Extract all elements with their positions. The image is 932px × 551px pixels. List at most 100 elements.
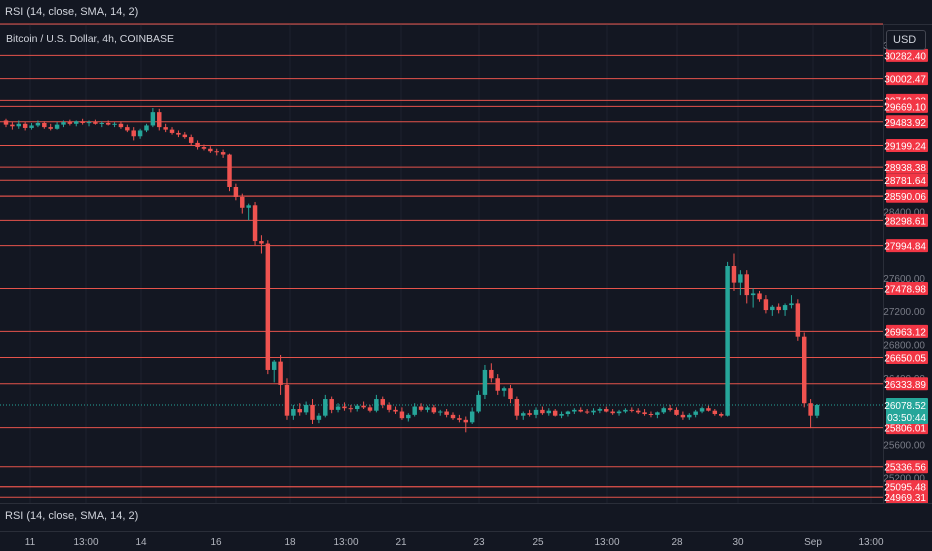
candle-body — [10, 124, 15, 127]
candle-body — [559, 414, 564, 416]
candle-body — [182, 134, 188, 138]
x-tick-label: 23 — [473, 537, 485, 548]
candle-body — [144, 125, 149, 131]
candle-body — [157, 112, 162, 128]
level-price-tag — [886, 282, 928, 296]
candle-body — [220, 152, 226, 155]
candle-body — [565, 411, 571, 415]
level-price-tag — [886, 173, 928, 187]
candle-body — [54, 124, 60, 129]
candle-body — [527, 413, 532, 415]
candle-body — [540, 409, 545, 414]
candle-body — [610, 411, 615, 414]
candle-body — [648, 414, 654, 416]
candle-body — [661, 408, 666, 413]
price-axis[interactable] — [883, 24, 932, 503]
y-tick-label: 25200.00 — [883, 474, 925, 485]
candle-body — [265, 243, 271, 370]
indicator-label-bottom[interactable]: RSI (14, close, SMA, 14, 2) — [5, 510, 139, 522]
candle-body — [176, 132, 181, 135]
candle-body — [725, 265, 730, 416]
level-price-tag — [886, 72, 928, 86]
x-tick-label: Sep — [804, 537, 822, 548]
currency-button[interactable]: USD — [886, 30, 926, 50]
level-price-tag — [886, 213, 928, 227]
candle-body — [112, 123, 117, 125]
candle-body — [616, 411, 622, 414]
candle-body — [35, 122, 41, 126]
time-axis[interactable] — [0, 531, 932, 551]
level-price-tag — [886, 350, 928, 364]
candle-body — [16, 123, 22, 127]
candle-body — [597, 409, 603, 411]
candle-body — [476, 394, 481, 412]
candle-body — [521, 413, 526, 416]
candle-body — [482, 369, 488, 395]
candle-body — [125, 127, 130, 131]
level-price-tag — [886, 480, 928, 494]
candle-body — [667, 408, 673, 410]
candle-body — [163, 127, 168, 130]
candle-body — [201, 147, 207, 149]
candle-body — [80, 121, 85, 123]
candle-body — [425, 407, 430, 410]
level-price-label: 26333.89 — [884, 380, 926, 391]
candle-body — [546, 410, 552, 414]
candle-body — [801, 336, 807, 404]
candle-body — [706, 408, 711, 411]
candle-body — [469, 411, 475, 423]
level-price-label: 29199.24 — [884, 141, 926, 152]
candle-body — [731, 265, 737, 283]
candle-body — [3, 120, 9, 125]
x-tick-label: 13:00 — [73, 537, 98, 548]
candle-body — [329, 399, 334, 410]
candle-body — [195, 142, 200, 148]
candle-body — [412, 406, 417, 415]
candle-body — [463, 419, 469, 423]
last-price-tag — [886, 397, 928, 424]
candle-body — [252, 205, 258, 242]
candle-body — [316, 415, 322, 420]
candle-body — [99, 122, 105, 124]
y-tick-label: 28400.00 — [883, 207, 925, 218]
level-price-tag — [886, 189, 928, 203]
candle-body — [137, 130, 143, 137]
candle-body — [118, 123, 124, 128]
candle-body — [42, 122, 47, 128]
x-tick-label: 30 — [732, 537, 744, 548]
candle-body — [776, 306, 781, 311]
candle-body — [323, 399, 328, 416]
level-price-label: 25336.56 — [884, 463, 926, 474]
candle-body — [291, 409, 296, 416]
candle-body — [699, 408, 705, 412]
candle-body — [495, 378, 500, 391]
candle-body — [284, 384, 290, 416]
y-tick-label: 26800.00 — [883, 340, 925, 351]
candle-body — [795, 303, 801, 337]
candle-body — [303, 404, 309, 413]
candle-body — [674, 409, 679, 415]
candle-body — [718, 414, 724, 416]
candle-body — [808, 403, 813, 416]
x-tick-label: 14 — [135, 537, 147, 548]
candle-body — [591, 410, 596, 413]
candle-body — [635, 410, 641, 413]
countdown-label: 03:50:44 — [887, 413, 926, 424]
candle-body — [259, 241, 264, 244]
candle-body — [655, 412, 660, 415]
candle-body — [22, 123, 28, 128]
level-price-tag — [886, 421, 928, 435]
candle-body — [770, 306, 775, 311]
candle-body — [86, 122, 92, 124]
candle-body — [227, 154, 232, 187]
candle-body — [814, 404, 820, 416]
y-tick-label: 25600.00 — [883, 440, 925, 451]
y-tick-label: 27600.00 — [883, 274, 925, 285]
level-price-tag — [886, 490, 928, 504]
candle-body — [489, 369, 494, 379]
candle-body — [763, 299, 769, 311]
candle-body — [233, 186, 239, 197]
indicator-label-top[interactable]: RSI (14, close, SMA, 14, 2) — [5, 6, 139, 18]
candle-body — [444, 411, 449, 415]
